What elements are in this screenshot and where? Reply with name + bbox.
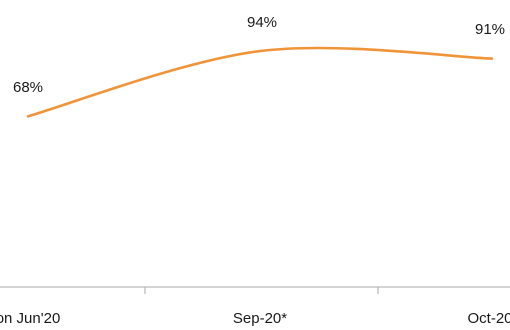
data-label: 68% xyxy=(13,79,43,96)
x-tick-label: Oct-20 xyxy=(467,310,510,327)
data-label: 94% xyxy=(247,14,277,31)
series-line xyxy=(26,46,494,118)
x-tick-label: Sep-20* xyxy=(233,310,287,327)
data-label: 91% xyxy=(475,21,505,38)
x-tick-label: on Jun'20 xyxy=(0,310,60,327)
